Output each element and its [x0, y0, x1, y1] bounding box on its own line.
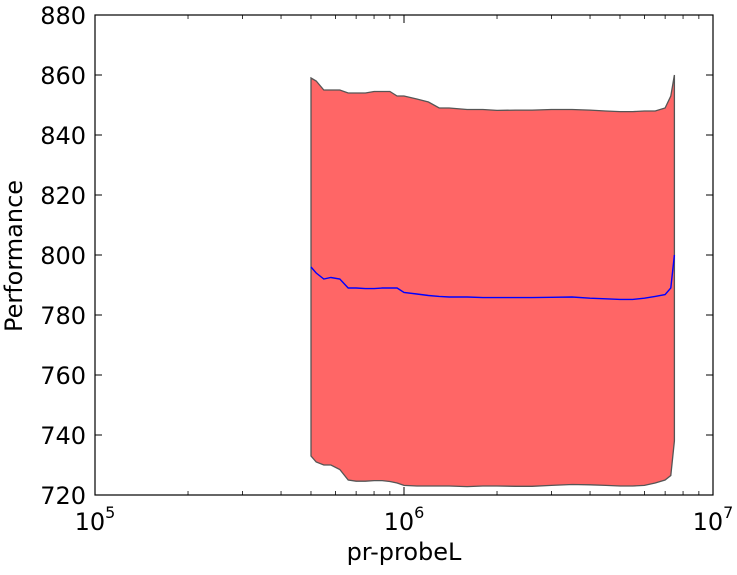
x-tick-label: 107 [693, 503, 734, 536]
mean-line-layer [310, 254, 676, 301]
y-tick-label: 720 [40, 482, 86, 510]
mean-line-0 [310, 254, 676, 301]
y-tick-label: 760 [40, 362, 86, 390]
y-tick-label: 820 [40, 182, 86, 210]
x-axis-ticks: 105 106 107 [75, 15, 734, 536]
y-tick-label: 740 [40, 422, 86, 450]
y-axis-ticks: 720 740 760 780 800 820 840 860 880 [40, 2, 713, 510]
y-tick-label: 880 [40, 2, 86, 30]
x-tick-label: 106 [384, 503, 425, 536]
std-band-layer [310, 74, 676, 488]
x-tick-label: 105 [75, 503, 116, 536]
y-tick-label: 840 [40, 122, 86, 150]
y-axis-title: Performance [0, 180, 28, 332]
y-tick-label: 800 [40, 242, 86, 270]
y-tick-label: 860 [40, 62, 86, 90]
x-axis-title: pr-probeL [347, 538, 462, 566]
y-tick-label: 780 [40, 302, 86, 330]
std-band-0 [310, 74, 676, 488]
